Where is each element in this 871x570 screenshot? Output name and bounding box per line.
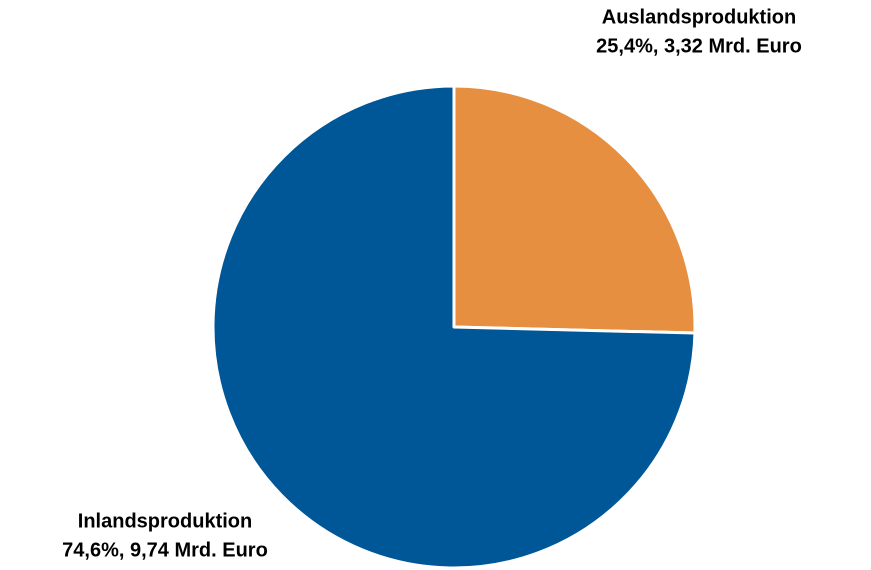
slice-value-label: 25,4%, 3,32 Mrd. Euro	[596, 35, 802, 57]
slice-value-label: 74,6%, 9,74 Mrd. Euro	[62, 539, 268, 561]
pie-slice	[211, 84, 697, 570]
slice-label: Inlandsproduktion	[78, 510, 252, 532]
pie-slice	[452, 84, 697, 335]
slice-label: Auslandsproduktion	[602, 6, 796, 28]
